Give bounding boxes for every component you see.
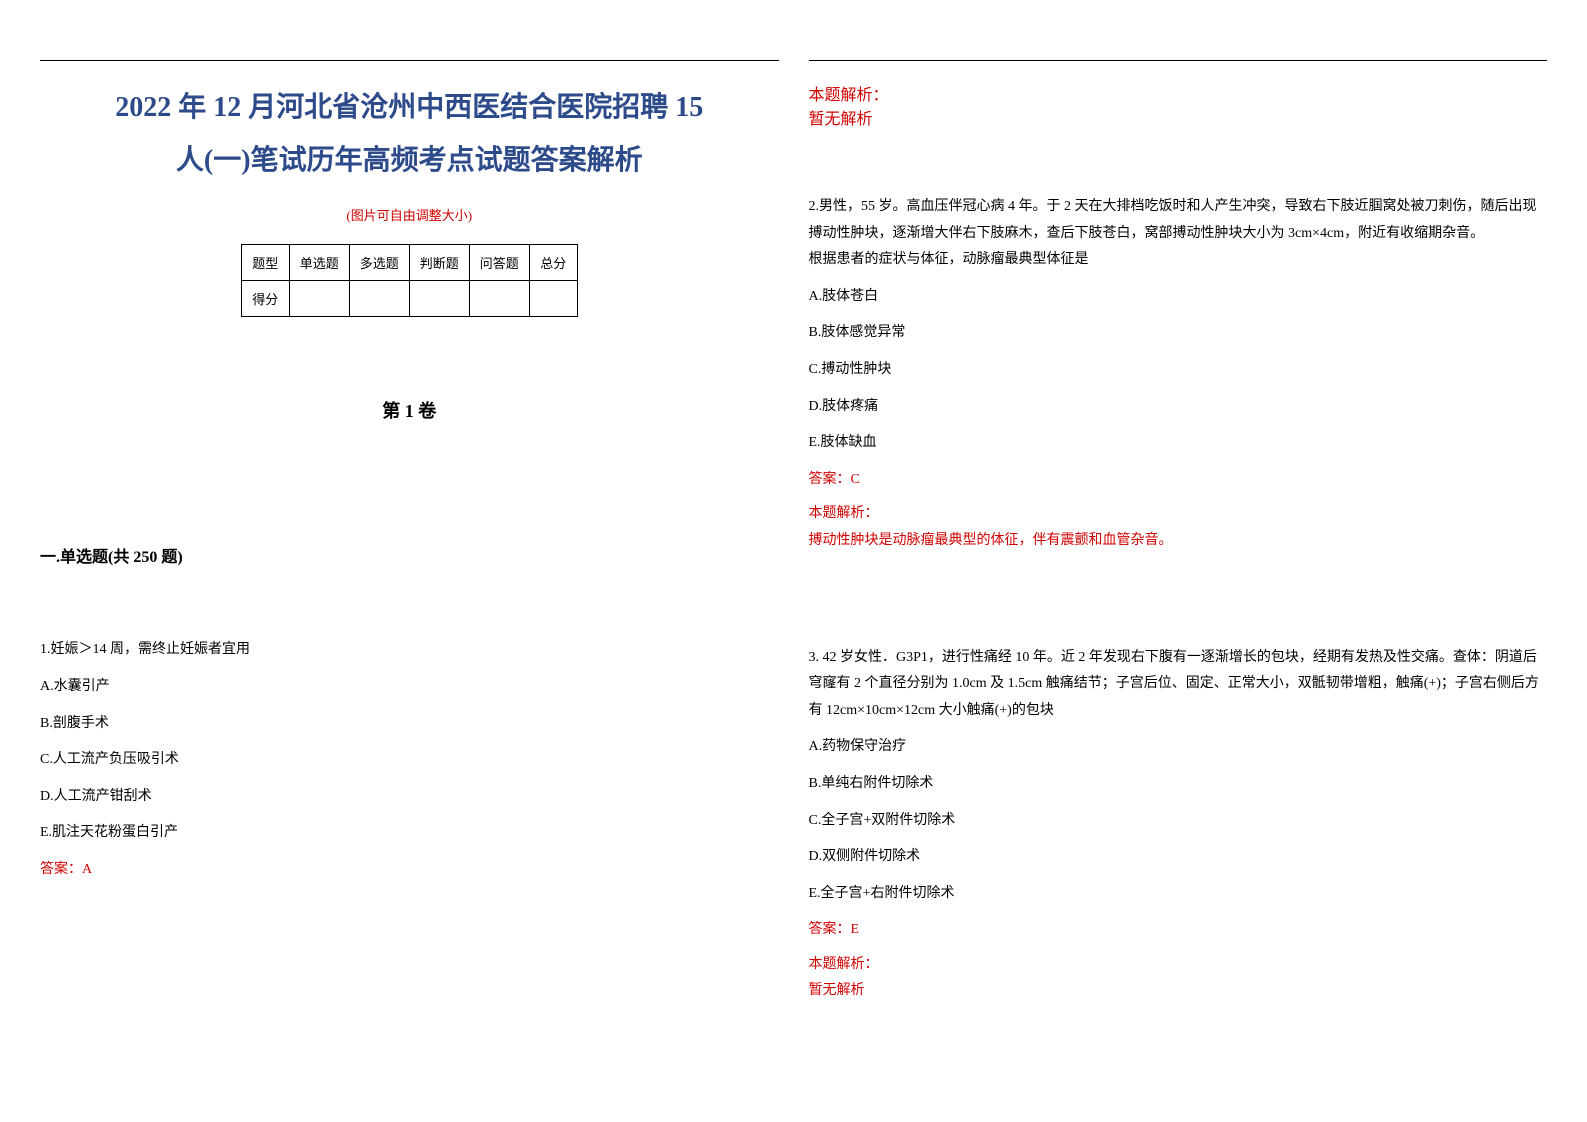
analysis-text: 暂无解析	[809, 978, 1548, 1005]
option-d: D.人工流产钳刮术	[40, 784, 779, 811]
option-e: E.全子宫+右附件切除术	[809, 881, 1548, 908]
subtitle: (图片可自由调整大小)	[40, 205, 779, 224]
title-line-2: 人(一)笔试历年高频考点试题答案解析	[176, 145, 643, 176]
question-stem: 3. 42 岁女性．G3P1，进行性痛经 10 年。近 2 年发现右下腹有一逐渐…	[809, 645, 1548, 725]
option-e: E.肌注天花粉蛋白引产	[40, 820, 779, 847]
option-d: D.双侧附件切除术	[809, 844, 1548, 871]
header-cell: 总分	[529, 245, 577, 281]
stem-part-1: 2.男性，55 岁。高血压伴冠心病 4 年。于 2 天在大排档吃饭时和人产生冲突…	[809, 199, 1537, 241]
answer: 答案：A	[40, 857, 779, 884]
question-1: 1.妊娠＞14 周，需终止妊娠者宜用 A.水囊引产 B.剖腹手术 C.人工流产负…	[40, 637, 779, 891]
header-cell: 问答题	[469, 245, 529, 281]
option-b: B.肢体感觉异常	[809, 320, 1548, 347]
section-title: 一.单选题(共 250 题)	[40, 543, 779, 567]
option-c: C.全子宫+双附件切除术	[809, 808, 1548, 835]
empty-cell	[409, 281, 469, 317]
table-row: 题型 单选题 多选题 判断题 问答题 总分	[241, 245, 577, 281]
option-a: A.水囊引产	[40, 674, 779, 701]
left-column: 2022 年 12 月河北省沧州中西医结合医院招聘 15 人(一)笔试历年高频考…	[40, 60, 779, 1102]
option-d: D.肢体疼痛	[809, 394, 1548, 421]
table-row: 得分	[241, 281, 577, 317]
empty-cell	[529, 281, 577, 317]
header-cell: 单选题	[289, 245, 349, 281]
option-b: B.剖腹手术	[40, 711, 779, 738]
header-cell: 题型	[241, 245, 289, 281]
option-e: E.肢体缺血	[809, 430, 1548, 457]
empty-cell	[349, 281, 409, 317]
stem-part-2: 根据患者的症状与体征，动脉瘤最典型体征是	[809, 252, 1089, 267]
analysis-text: 暂无解析	[809, 105, 1548, 129]
analysis-text: 搏动性肿块是动脉瘤最典型的体征，伴有震颤和血管杂音。	[809, 528, 1548, 555]
right-column: 本题解析： 暂无解析 2.男性，55 岁。高血压伴冠心病 4 年。于 2 天在大…	[809, 60, 1548, 1102]
header-cell: 判断题	[409, 245, 469, 281]
option-b: B.单纯右附件切除术	[809, 771, 1548, 798]
question-stem: 1.妊娠＞14 周，需终止妊娠者宜用	[40, 637, 779, 664]
answer: 答案：E	[809, 917, 1548, 944]
score-table: 题型 单选题 多选题 判断题 问答题 总分 得分	[241, 244, 578, 317]
question-3: 3. 42 岁女性．G3P1，进行性痛经 10 年。近 2 年发现右下腹有一逐渐…	[809, 645, 1548, 1041]
question-stem: 2.男性，55 岁。高血压伴冠心病 4 年。于 2 天在大排档吃饭时和人产生冲突…	[809, 194, 1548, 274]
analysis-label: 本题解析：	[809, 501, 1548, 528]
question-2: 2.男性，55 岁。高血压伴冠心病 4 年。于 2 天在大排档吃饭时和人产生冲突…	[809, 194, 1548, 590]
empty-cell	[289, 281, 349, 317]
header-cell: 多选题	[349, 245, 409, 281]
row-label-cell: 得分	[241, 281, 289, 317]
analysis-label: 本题解析：	[809, 952, 1548, 979]
option-c: C.搏动性肿块	[809, 357, 1548, 384]
volume-title: 第 1 卷	[40, 397, 779, 423]
empty-cell	[469, 281, 529, 317]
analysis-label: 本题解析：	[809, 81, 1548, 105]
option-a: A.药物保守治疗	[809, 734, 1548, 761]
document-title: 2022 年 12 月河北省沧州中西医结合医院招聘 15 人(一)笔试历年高频考…	[40, 81, 779, 187]
answer: 答案：C	[809, 467, 1548, 494]
option-a: A.肢体苍白	[809, 284, 1548, 311]
option-c: C.人工流产负压吸引术	[40, 747, 779, 774]
title-line-1: 2022 年 12 月河北省沧州中西医结合医院招聘 15	[115, 92, 703, 123]
